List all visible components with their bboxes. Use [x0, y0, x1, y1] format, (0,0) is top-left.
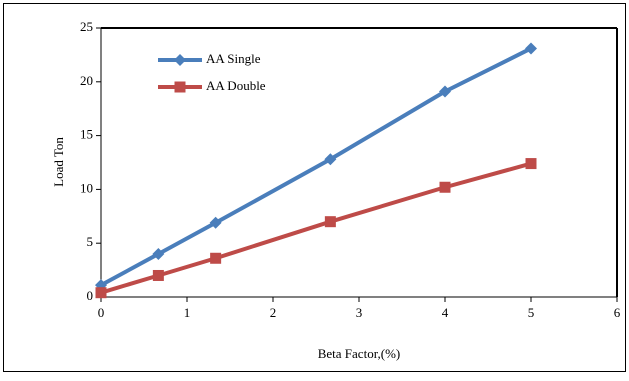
chart-frame: [3, 3, 626, 372]
marker: [439, 181, 451, 193]
y-tick-label: 20: [80, 73, 93, 88]
marker: [95, 287, 107, 299]
legend-label: AA Single: [206, 51, 261, 66]
marker: [525, 42, 537, 55]
marker: [439, 85, 451, 98]
x-tick-label: 6: [614, 305, 621, 320]
x-tick-label: 0: [98, 305, 105, 320]
x-tick-label: 1: [184, 305, 191, 320]
marker: [174, 54, 186, 66]
x-tick-label: 5: [528, 305, 535, 320]
marker: [525, 158, 537, 170]
y-axis-label: Load Ton: [51, 137, 66, 187]
marker: [324, 216, 336, 228]
series-line: [100, 161, 532, 295]
marker: [209, 216, 222, 229]
marker: [174, 81, 186, 93]
y-tick-label: 5: [87, 234, 94, 249]
x-tick-label: 3: [356, 305, 363, 320]
marker: [210, 252, 222, 264]
x-tick-label: 2: [270, 305, 277, 320]
x-tick-label: 4: [442, 305, 449, 320]
y-tick-label: 0: [87, 288, 94, 303]
series-line: [100, 46, 532, 287]
y-tick-label: 15: [80, 127, 93, 142]
y-tick-label: 10: [80, 180, 93, 195]
legend-label: AA Double: [206, 78, 266, 93]
marker: [324, 153, 337, 166]
marker: [152, 247, 165, 260]
x-axis-label: Beta Factor,(%): [318, 346, 401, 361]
y-tick-label: 25: [80, 19, 93, 34]
marker: [152, 269, 164, 281]
